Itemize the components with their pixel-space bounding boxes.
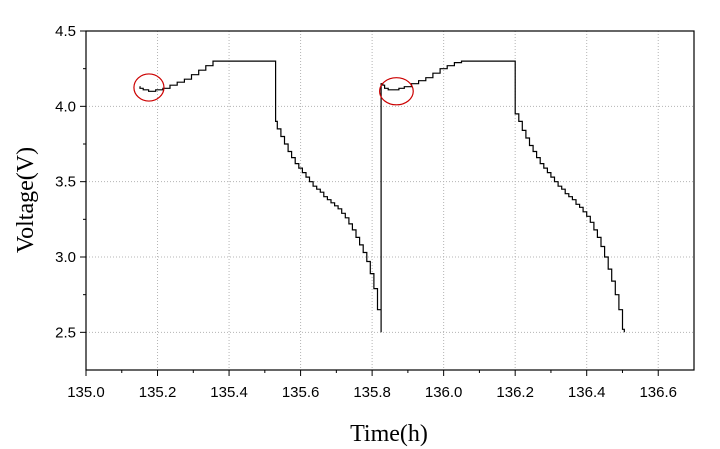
x-tick-label: 135.2 [139, 384, 177, 401]
y-tick-label: 2.5 [55, 324, 76, 341]
highlight-ellipse [379, 77, 414, 106]
highlight-ellipse [133, 73, 165, 102]
annotation-layer [133, 73, 414, 106]
x-axis-title: Time(h) [350, 421, 428, 447]
x-tick-label: 136.2 [496, 384, 534, 401]
plot-frame [85, 30, 695, 371]
y-axis-title: Voltage(V) [13, 147, 39, 253]
x-tick-label: 135.4 [210, 384, 248, 401]
x-axis: 135.0 135.2 135.4 135.6 135.8 136.0 136.2 136.4… [67, 370, 677, 401]
y-tick-label: 3.0 [55, 249, 76, 266]
x-tick-label: 135.0 [67, 384, 105, 401]
x-tick-label: 135.6 [282, 384, 320, 401]
grid-lines [86, 31, 694, 370]
series-layer [139, 60, 625, 333]
y-tick-label: 3.5 [55, 174, 76, 191]
x-tick-label: 135.8 [353, 384, 391, 401]
x-tick-label: 136.0 [425, 384, 463, 401]
y-tick-label: 4.0 [55, 98, 76, 115]
y-axis: 2.5 3.0 3.5 4.0 4.5 [55, 23, 86, 341]
x-tick-label: 136.6 [639, 384, 677, 401]
voltage-series-line [139, 60, 625, 333]
y-tick-label: 4.5 [55, 23, 76, 40]
x-tick-label: 136.4 [568, 384, 606, 401]
